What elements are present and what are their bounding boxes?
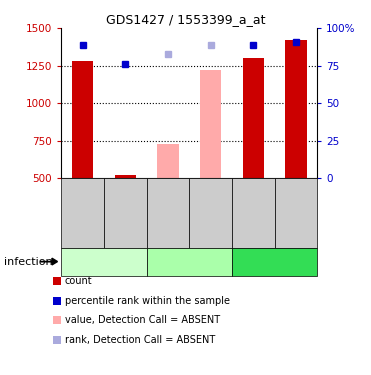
- Text: control: control: [85, 256, 123, 267]
- Text: GSM60928: GSM60928: [249, 190, 258, 236]
- Text: rank, Detection Call = ABSENT: rank, Detection Call = ABSENT: [65, 335, 215, 345]
- Text: value, Detection Call = ABSENT: value, Detection Call = ABSENT: [65, 315, 220, 325]
- Text: GSM60924: GSM60924: [78, 190, 87, 236]
- Text: percentile rank within the sample: percentile rank within the sample: [65, 296, 230, 306]
- Bar: [72, 61, 93, 178]
- Text: c-Myb: c-Myb: [173, 256, 206, 267]
- Text: infection: infection: [4, 256, 52, 267]
- Text: GSM60929: GSM60929: [291, 190, 301, 236]
- Bar: [115, 175, 136, 178]
- Text: GSM60926: GSM60926: [163, 190, 173, 236]
- Bar: [157, 144, 178, 178]
- Text: v-Myb: v-Myb: [258, 256, 291, 267]
- Text: GSM60925: GSM60925: [121, 190, 130, 236]
- Text: GDS1427 / 1553399_a_at: GDS1427 / 1553399_a_at: [106, 13, 265, 26]
- Text: count: count: [65, 276, 92, 286]
- Bar: [200, 70, 221, 178]
- Bar: [243, 58, 264, 178]
- Text: GSM60927: GSM60927: [206, 190, 215, 236]
- Bar: [285, 40, 306, 178]
